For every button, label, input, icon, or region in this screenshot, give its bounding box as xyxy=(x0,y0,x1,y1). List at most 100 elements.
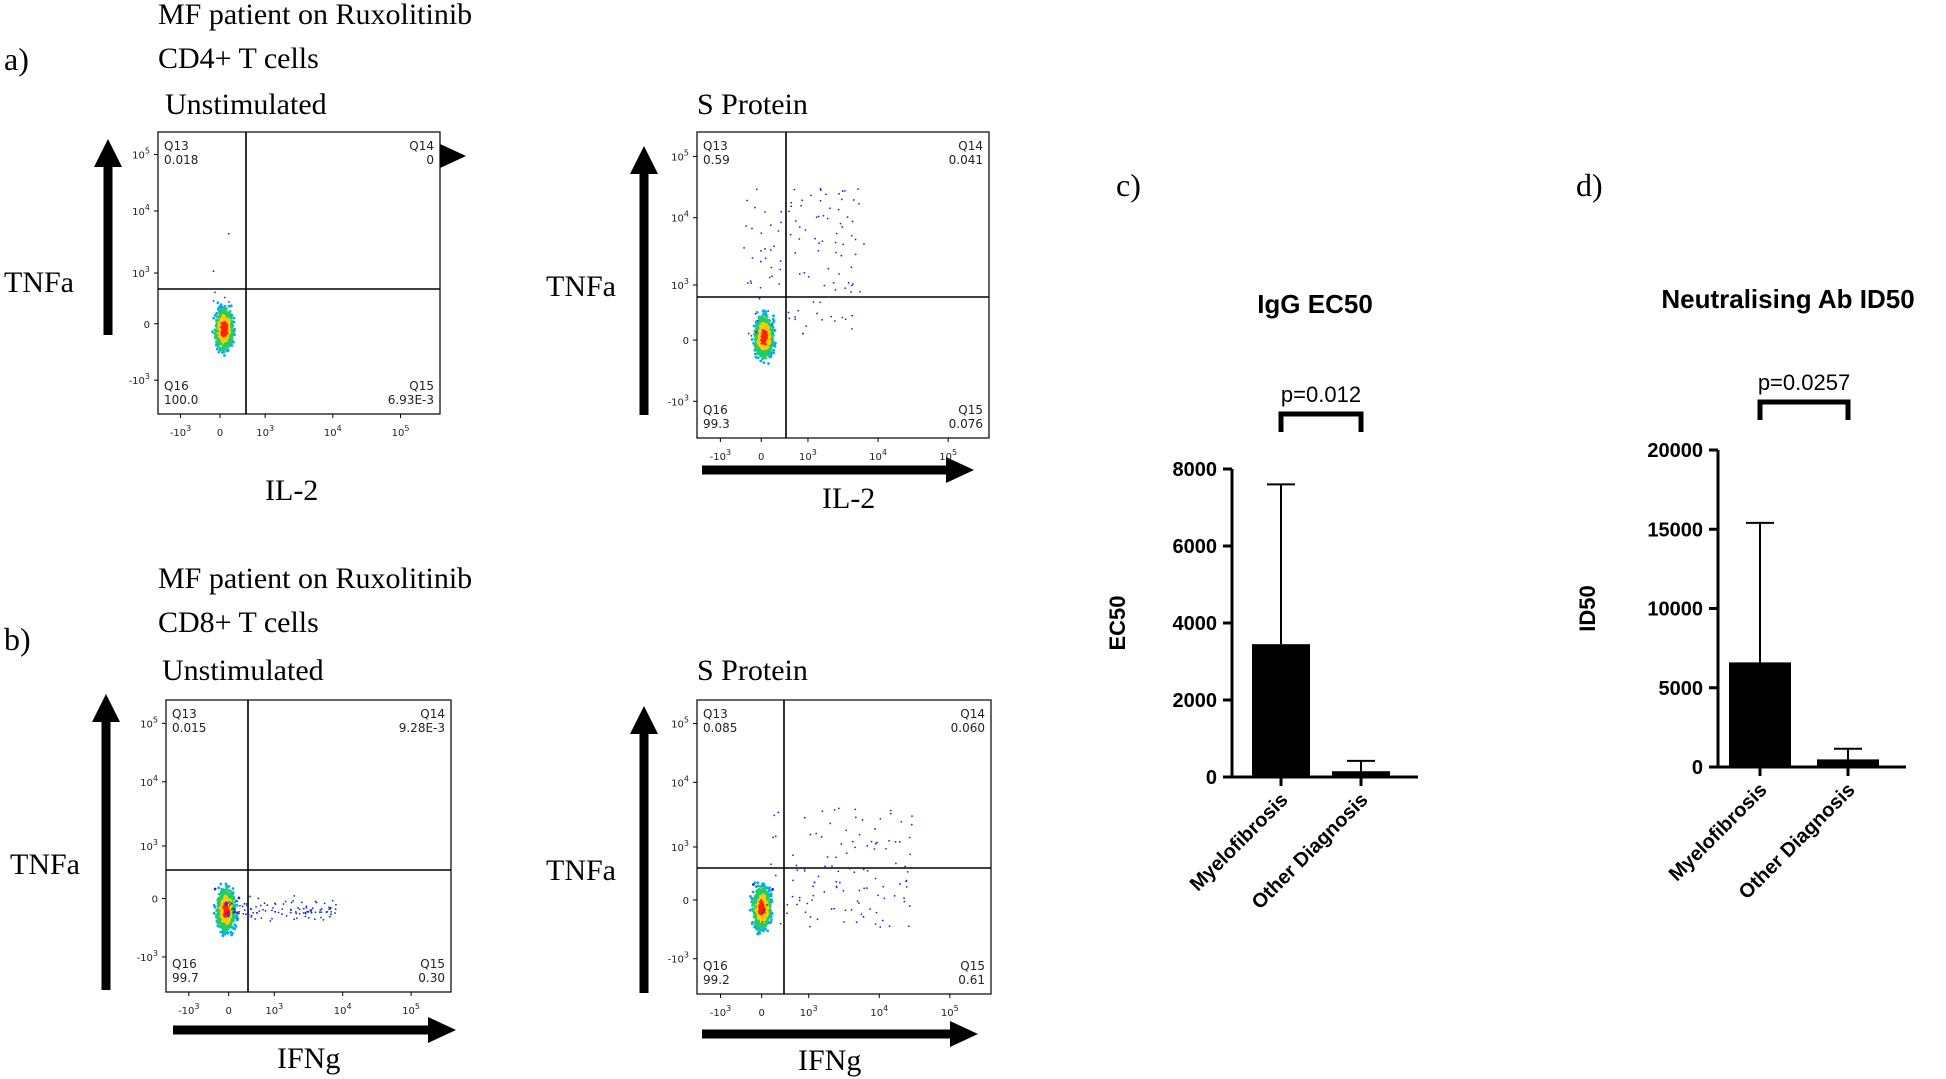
event-dot xyxy=(862,868,865,871)
event-dot xyxy=(257,897,260,900)
event-dot xyxy=(869,908,872,911)
event-dot xyxy=(755,345,758,349)
event-dot xyxy=(906,870,909,873)
event-dot xyxy=(870,840,873,843)
event-dot xyxy=(256,911,258,914)
event-dot xyxy=(806,902,809,905)
event-dot xyxy=(226,916,230,920)
event-dot xyxy=(784,298,787,301)
event-dot xyxy=(807,275,810,278)
event-dot xyxy=(220,908,224,911)
x-tick-label: 105 xyxy=(392,424,410,439)
event-dot xyxy=(751,227,753,230)
event-dot xyxy=(292,899,295,902)
event-cloud xyxy=(743,187,865,365)
y-tick-label: -103 xyxy=(668,393,689,408)
event-dot xyxy=(232,911,235,914)
event-dot xyxy=(217,892,221,896)
quadrant-q15-name: Q15 xyxy=(409,379,434,393)
event-dot xyxy=(752,897,756,900)
event-dot xyxy=(220,311,224,314)
event-dot xyxy=(771,324,773,326)
event-dot xyxy=(796,869,799,872)
event-dot xyxy=(226,349,229,353)
event-dot xyxy=(767,914,771,918)
event-dot xyxy=(220,914,223,918)
x-tick-label: 0 xyxy=(758,452,764,463)
y-tick-label: -103 xyxy=(137,949,158,964)
event-dot xyxy=(811,899,814,901)
event-dot xyxy=(903,900,906,903)
event-dot xyxy=(756,901,760,905)
event-dot xyxy=(758,297,761,300)
event-dot xyxy=(900,820,903,823)
event-dot xyxy=(777,811,780,814)
event-dot xyxy=(759,319,763,323)
event-dot xyxy=(216,898,220,902)
event-dot xyxy=(756,356,760,360)
event-dot xyxy=(230,908,233,911)
quadrant-q16-value: 99.3 xyxy=(703,417,730,431)
event-dot xyxy=(830,315,833,318)
event-dot xyxy=(851,314,854,317)
event-dot xyxy=(219,882,223,886)
event-dot xyxy=(223,311,227,314)
event-dot xyxy=(899,883,901,885)
event-dot xyxy=(753,925,757,929)
event-dot xyxy=(854,846,856,849)
event-dot xyxy=(841,226,844,228)
event-dot xyxy=(834,241,837,244)
event-dot xyxy=(226,931,229,935)
event-dot xyxy=(866,869,869,872)
event-dot xyxy=(313,918,316,921)
event-dot xyxy=(763,327,767,331)
y-axis-label: ID50 xyxy=(1575,585,1600,631)
event-dot xyxy=(314,911,317,914)
event-dot xyxy=(893,894,896,897)
event-dot xyxy=(819,301,822,304)
event-dot xyxy=(750,338,754,341)
event-dot xyxy=(221,927,225,931)
event-dot xyxy=(854,238,857,241)
event-dot xyxy=(773,814,776,817)
quadrant-q14-name: Q14 xyxy=(958,139,983,153)
y-tick-label: 6000 xyxy=(1173,536,1218,558)
event-dot xyxy=(223,333,226,337)
event-dot xyxy=(852,199,855,201)
event-dot xyxy=(320,907,323,910)
event-dot xyxy=(894,862,897,865)
event-dot xyxy=(804,228,807,231)
event-dot xyxy=(754,312,757,315)
event-dot xyxy=(835,856,837,859)
event-dot xyxy=(821,240,824,243)
event-dot xyxy=(232,320,236,324)
event-dot xyxy=(212,316,216,320)
event-dot xyxy=(765,905,769,909)
event-dot xyxy=(311,907,314,910)
event-dot xyxy=(790,201,793,204)
event-dot xyxy=(756,888,760,892)
event-dot xyxy=(766,904,768,906)
event-dot xyxy=(793,188,796,191)
event-dot xyxy=(790,205,793,208)
event-dot xyxy=(751,901,755,905)
event-dot xyxy=(322,918,325,921)
event-dot xyxy=(854,253,857,256)
event-dot xyxy=(856,900,859,903)
event-dot xyxy=(220,922,224,926)
event-dot xyxy=(768,893,772,897)
event-dot xyxy=(216,301,220,305)
event-dot xyxy=(223,908,227,912)
event-dot xyxy=(750,896,754,900)
event-dot xyxy=(757,930,761,934)
event-dot xyxy=(228,901,231,903)
event-dot xyxy=(759,352,763,355)
event-dot xyxy=(792,879,794,882)
event-dot xyxy=(770,266,773,269)
event-dot xyxy=(763,918,766,922)
quadrant-q13-value: 0.018 xyxy=(164,153,198,167)
event-dot xyxy=(225,318,229,322)
flow-title: S Protein xyxy=(697,654,808,687)
event-dot xyxy=(813,881,816,884)
quadrant-q13-value: 0.59 xyxy=(703,153,730,167)
